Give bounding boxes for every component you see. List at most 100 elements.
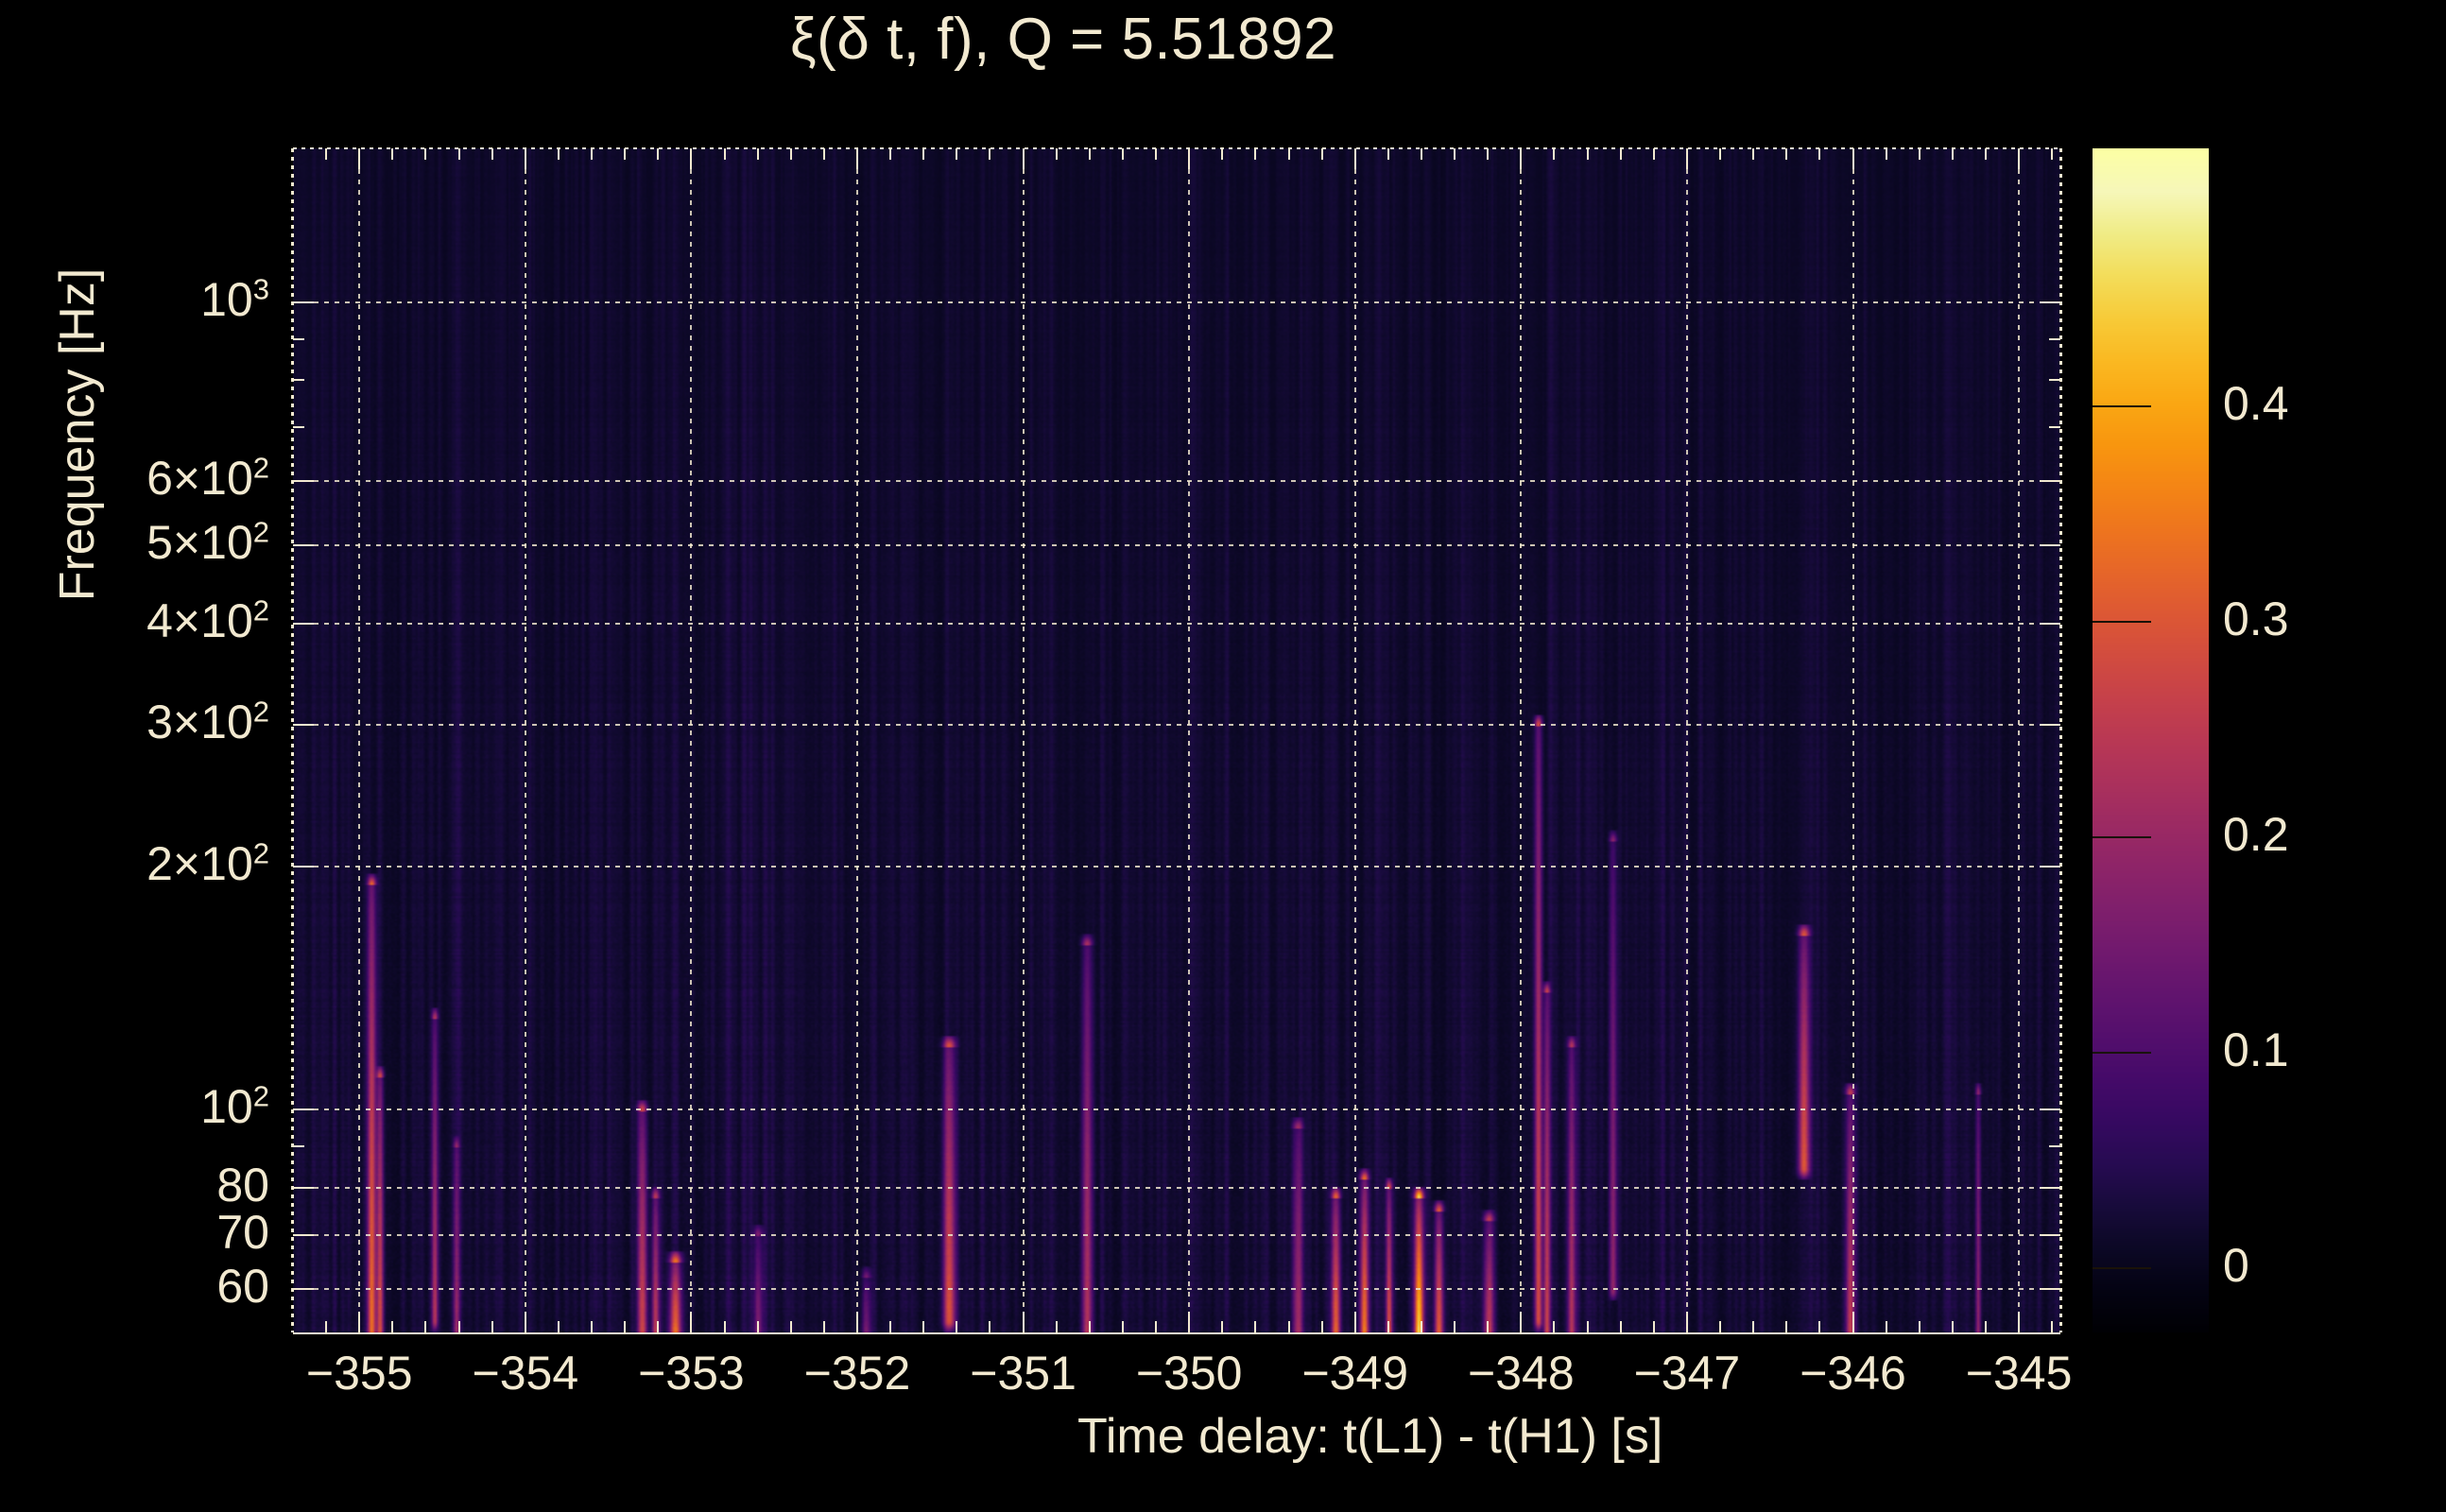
colorbar-tick-label-0: 0	[2223, 1238, 2249, 1292]
tick-x--345	[2018, 1312, 2021, 1332]
colorbar-tick-0.2	[2093, 836, 2151, 839]
tick-x-minor-top	[1387, 148, 1389, 160]
tick-x-minor	[1719, 1321, 1722, 1332]
colorbar-tick-label-0.3: 0.3	[2223, 593, 2289, 646]
colorbar-tick-label-0.1: 0.1	[2223, 1022, 2289, 1076]
tick-x-minor	[1454, 1321, 1456, 1332]
tick-y-minor-right-400	[2049, 622, 2060, 625]
tick-y-minor-900	[293, 337, 304, 340]
tick-x-minor-top	[1254, 148, 1257, 160]
colorbar-tick-0.4	[2093, 405, 2151, 408]
tick-x-minor	[657, 1321, 660, 1332]
tick-y-right-1000	[2040, 301, 2060, 303]
tick-x-minor	[2051, 1321, 2054, 1332]
y-tick-label-60: 60	[216, 1259, 269, 1313]
tick-x-top--350	[1188, 148, 1191, 169]
y-tick-label-100: 102	[200, 1079, 269, 1134]
tick-x-minor-top	[1918, 148, 1921, 160]
tick-x-minor-top	[789, 148, 792, 160]
y-tick-label-80: 80	[216, 1159, 269, 1212]
tick-y-minor-right-60	[2049, 1287, 2060, 1290]
tick-x-minor	[1785, 1321, 1788, 1332]
y-tick-label-1000: 103	[200, 272, 269, 326]
tick-x-minor	[391, 1321, 394, 1332]
tick-x-minor	[491, 1321, 493, 1332]
heatmap-plot-area	[293, 148, 2060, 1332]
x-tick-label--355: −355	[305, 1347, 413, 1400]
tick-x-minor-top	[1487, 148, 1490, 160]
tick-y-minor-700	[293, 426, 304, 429]
tick-y-minor-right-90	[2049, 1145, 2060, 1148]
tick-y-minor-70	[293, 1233, 304, 1236]
tick-y-minor-800	[293, 379, 304, 382]
tick-x--346	[1852, 1312, 1854, 1332]
tick-x--352	[855, 1312, 858, 1332]
tick-x-minor-top	[1287, 148, 1290, 160]
tick-y-minor-60	[293, 1287, 304, 1290]
tick-x-top--347	[1685, 148, 1688, 169]
x-tick-label--349: −349	[1301, 1347, 1409, 1400]
tick-x-minor-top	[1885, 148, 1887, 160]
colorbar-tick-0	[2093, 1266, 2151, 1269]
tick-x-minor	[1984, 1321, 1987, 1332]
y-tick-label-500: 5×102	[146, 515, 269, 569]
tick-x-minor-top	[1088, 148, 1091, 160]
tick-x--355	[358, 1312, 361, 1332]
tick-x-minor	[1320, 1321, 1323, 1332]
tick-x-minor-top	[756, 148, 759, 160]
tick-x-minor	[457, 1321, 460, 1332]
tick-x-minor	[756, 1321, 759, 1332]
tick-x-minor-top	[1420, 148, 1422, 160]
tick-x-top--352	[855, 148, 858, 169]
tick-y-minor-600	[293, 480, 304, 483]
axis-line-bottom	[293, 1332, 2060, 1334]
x-tick-label--353: −353	[638, 1347, 745, 1400]
tick-x-minor-top	[889, 148, 892, 160]
tick-x-minor-top	[557, 148, 560, 160]
tick-y-minor-right-200	[2049, 866, 2060, 868]
tick-x-minor-top	[723, 148, 726, 160]
page-title: ξ(δ t, f), Q = 5.51892	[789, 7, 1337, 72]
tick-x-minor-top	[956, 148, 958, 160]
tick-y-minor-400	[293, 622, 304, 625]
y-tick-label-300: 3×102	[146, 694, 269, 748]
tick-x-top--346	[1852, 148, 1854, 169]
tick-y-minor-200	[293, 866, 304, 868]
x-tick-label--350: −350	[1135, 1347, 1243, 1400]
tick-x-minor	[1553, 1321, 1556, 1332]
tick-x-minor-top	[1818, 148, 1821, 160]
tick-x--353	[690, 1312, 693, 1332]
x-tick-label--345: −345	[1965, 1347, 2073, 1400]
tick-y-minor-right-80	[2049, 1187, 2060, 1190]
tick-y-minor-80	[293, 1187, 304, 1190]
tick-x-top--351	[1022, 148, 1025, 169]
tick-x-minor-top	[391, 148, 394, 160]
tick-x-minor-top	[491, 148, 493, 160]
tick-x--347	[1685, 1312, 1688, 1332]
tick-x-minor	[789, 1321, 792, 1332]
tick-x-minor	[1221, 1321, 1224, 1332]
tick-x-minor	[989, 1321, 991, 1332]
tick-x-minor	[956, 1321, 958, 1332]
tick-y-1000	[293, 301, 314, 303]
tick-x-minor-top	[1752, 148, 1755, 160]
tick-x-minor-top	[325, 148, 328, 160]
tick-x--351	[1022, 1312, 1025, 1332]
tick-y-100	[293, 1108, 314, 1111]
tick-x-minor	[557, 1321, 560, 1332]
tick-y-right-100	[2040, 1108, 2060, 1111]
x-tick-label--346: −346	[1800, 1347, 1906, 1400]
tick-x-minor	[1652, 1321, 1655, 1332]
tick-x-minor-top	[1785, 148, 1788, 160]
y-tick-label-400: 4×102	[146, 593, 269, 647]
x-tick-label--348: −348	[1468, 1347, 1575, 1400]
tick-x-minor	[922, 1321, 925, 1332]
x-axis-title: Time delay: t(L1) - t(H1) [s]	[1077, 1409, 1663, 1464]
tick-x-minor-top	[1719, 148, 1722, 160]
colorbar-tick-label-0.4: 0.4	[2223, 377, 2289, 431]
x-tick-label--354: −354	[472, 1347, 579, 1400]
y-tick-label-70: 70	[216, 1205, 269, 1259]
tick-x-minor	[1155, 1321, 1158, 1332]
colorbar-tick-0.3	[2093, 621, 2151, 624]
